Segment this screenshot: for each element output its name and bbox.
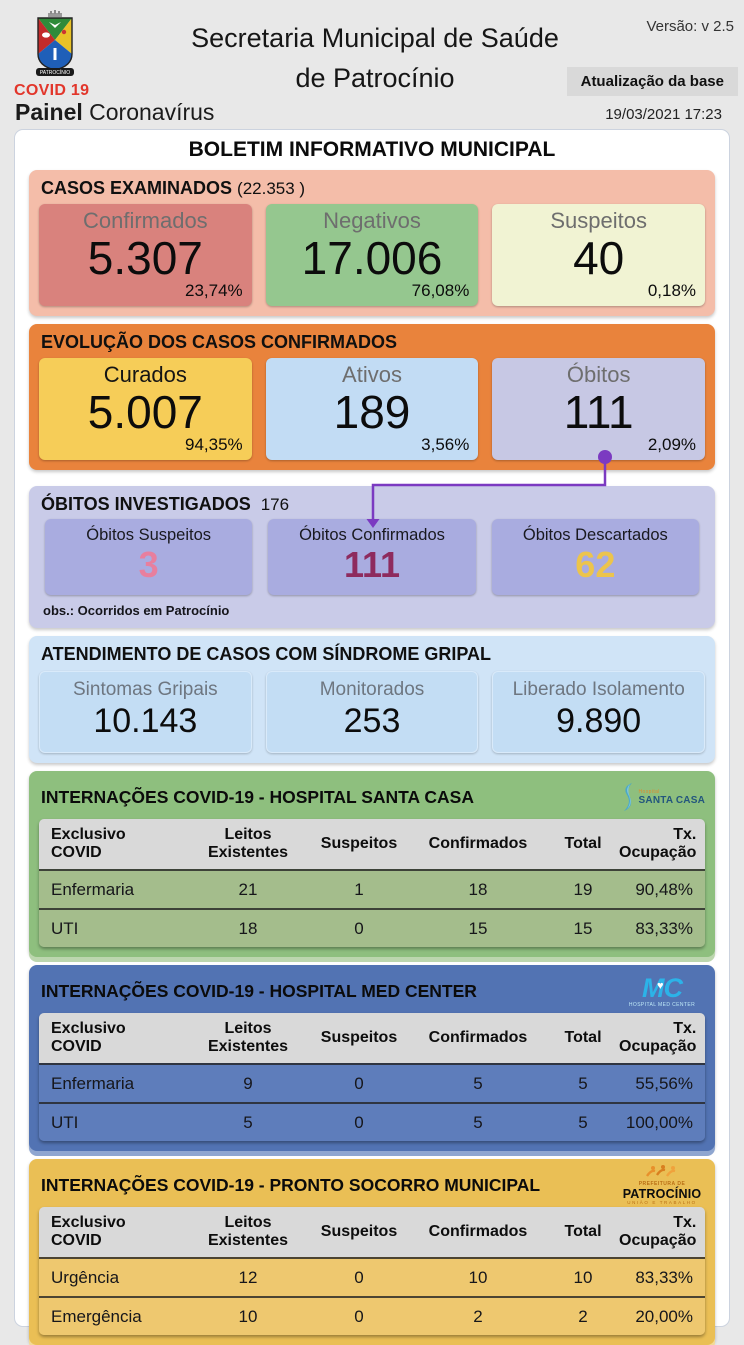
heart-icon: ♥ [657,979,664,992]
table-row: UTI 18 0 15 15 83,33% [39,908,705,947]
patrocinio-coat-of-arms-icon: PATROCÍNIO [36,10,74,76]
prefeitura-patrocinio-logo-icon: PREFEITURA DE PATROCÍNIO UNIÃO E TRABALH… [619,1164,705,1207]
section-evolucao: EVOLUÇÃO DOS CASOS CONFIRMADOS Curados 5… [29,324,715,470]
med-center-mc-mark: MC [642,972,683,1003]
card-label: Confirmados [82,208,208,233]
card-value: 111 [563,386,634,438]
table-row: Enfermaria 21 1 18 19 90,48% [39,869,705,908]
card-value: 253 [343,702,401,740]
card-label: Negativos [323,208,421,233]
med-center-logo-icon: MC ♥ HOSPITAL MED CENTER [619,972,705,1008]
section-gripal-header: ATENDIMENTO DE CASOS COM SÍNDROME GRIPAL [41,644,492,664]
table-header-row: Exclusivo COVID Leitos Existentes Suspei… [39,1013,705,1063]
card-obitos-suspeitos: Óbitos Suspeitos 3 [45,519,253,595]
section-sindrome-gripal: ATENDIMENTO DE CASOS COM SÍNDROME GRIPAL… [29,636,715,763]
card-label: Óbitos [566,362,631,387]
card-percent: 2,09% [647,435,697,454]
card-curados: Curados 5.007 94,35% [39,358,252,460]
obitos-note: obs.: Ocorridos em Patrocínio [43,603,230,618]
card-label: Liberado Isolamento [512,679,685,700]
santa-casa-swoosh-icon [623,783,632,811]
card-percent: 94,35% [185,435,243,454]
card-value: 5.007 [87,386,203,438]
card-percent: 23,74% [185,281,243,300]
card-negativos: Negativos 17.006 76,08% [265,204,479,306]
card-label: Óbitos Confirmados [299,526,445,544]
table-row: Emergência 10 0 2 2 20,00% [39,1296,705,1335]
card-confirmados: Confirmados 5.307 23,74% [39,204,252,306]
section-casos-examinados-header: CASOS EXAMINADOS (22.353 ) [41,178,306,198]
card-label: Ativos [342,362,402,387]
update-base-label: Atualização da base [566,67,738,96]
card-value: 111 [343,544,401,585]
table-header-row: Exclusivo COVID Leitos Existentes Suspei… [39,819,705,869]
section-obitos-header: ÓBITOS INVESTIGADOS 176 [41,494,290,514]
card-label: Curados [103,362,187,387]
bulletin-card: BOLETIM INFORMATIVO MUNICIPAL CASOS EXAM… [14,129,730,1345]
section-evolucao-header: EVOLUÇÃO DOS CASOS CONFIRMADOS [41,332,398,352]
version-label: Versão: v 2.5 [646,18,734,35]
card-value: 62 [575,544,616,585]
card-suspeitos: Suspeitos 40 0,18% [492,204,706,306]
med-center-caption: HOSPITAL MED CENTER [628,1001,696,1008]
card-liberado-isolamento: Liberado Isolamento 9.890 [492,671,706,753]
santa-casa-name: SANTA CASA [638,794,705,806]
casos-examinados-total: (22.353 ) [237,179,306,198]
obitos-total: 176 [260,495,290,514]
hospital-title: INTERNAÇÕES COVID-19 - HOSPITAL SANTA CA… [41,786,474,807]
card-label: Monitorados [319,679,425,700]
card-percent: 76,08% [411,281,470,300]
card-value: 17.006 [301,232,443,284]
table-row: Urgência 12 0 10 10 83,33% [39,1257,705,1296]
card-monitorados: Monitorados 253 [265,671,479,753]
card-value: 9.890 [556,702,642,740]
card-sintomas-gripais: Sintomas Gripais 10.143 [39,671,252,753]
santa-casa-logo-icon: Hospital SANTA CASA [619,781,705,813]
bulletin-title: BOLETIM INFORMATIVO MUNICIPAL [188,138,556,161]
card-obitos: Óbitos 111 2,09% [492,358,706,460]
card-value: 189 [333,386,411,438]
card-value: 10.143 [93,702,198,740]
card-label: Óbitos Suspeitos [86,526,212,544]
hospital-title: INTERNAÇÕES COVID-19 - HOSPITAL MED CENT… [41,980,477,1001]
covid19-badge: COVID 19 [14,82,90,99]
patrocinio-figures-icon [646,1164,676,1177]
card-label: Sintomas Gripais [73,679,218,700]
uniao-trabalho-label: UNIÃO E TRABALHO [627,1200,697,1206]
org-title-line1: Secretaria Municipal de Saúde [191,23,559,53]
card-obitos-descartados: Óbitos Descartados 62 [491,519,699,595]
table-row: UTI 5 0 5 5 100,00% [39,1102,705,1141]
section-casos-examinados: CASOS EXAMINADOS (22.353 ) Confirmados 5… [29,170,715,316]
hospital-title: INTERNAÇÕES COVID-19 - PRONTO SOCORRO MU… [41,1174,541,1195]
section-hospital-med-center: INTERNAÇÕES COVID-19 - HOSPITAL MED CENT… [29,965,715,1151]
card-percent: 0,18% [647,281,697,300]
card-percent: 3,56% [421,435,470,454]
table-row: Enfermaria 9 0 5 5 55,56% [39,1063,705,1102]
santa-casa-table: Exclusivo COVID Leitos Existentes Suspei… [39,819,705,947]
update-datetime: 19/03/2021 17:23 [605,106,722,123]
santa-casa-hospital-label: Hospital [638,788,660,795]
card-value: 3 [138,544,159,585]
org-title: Secretaria Municipal de Saúde de Patrocí… [130,18,620,98]
med-center-table: Exclusivo COVID Leitos Existentes Suspei… [39,1013,705,1141]
pronto-socorro-table: Exclusivo COVID Leitos Existentes Suspei… [39,1207,705,1335]
prefeitura-label: PREFEITURA DE [638,1181,686,1188]
table-header-row: Exclusivo COVID Leitos Existentes Suspei… [39,1207,705,1257]
card-ativos: Ativos 189 3,56% [265,358,479,460]
section-obitos-investigados: ÓBITOS INVESTIGADOS 176 Óbitos Suspeitos… [29,486,715,628]
card-value: 40 [573,232,625,284]
card-value: 5.307 [87,232,203,284]
section-pronto-socorro: INTERNAÇÕES COVID-19 - PRONTO SOCORRO MU… [29,1159,715,1345]
org-title-line2: de Patrocínio [295,63,455,93]
panel-title: Painel Coronavírus [15,99,215,125]
patrocinio-label: PATROCÍNIO [622,1186,702,1201]
card-label: Óbitos Descartados [522,526,668,544]
section-hospital-santa-casa: INTERNAÇÕES COVID-19 - HOSPITAL SANTA CA… [29,771,715,957]
page-header: PATROCÍNIO COVID 19 Painel Coronavírus S… [0,0,744,130]
card-label: Suspeitos [550,208,647,233]
svg-text:PATROCÍNIO: PATROCÍNIO [40,69,70,76]
card-obitos-confirmados: Óbitos Confirmados 111 [268,519,476,595]
